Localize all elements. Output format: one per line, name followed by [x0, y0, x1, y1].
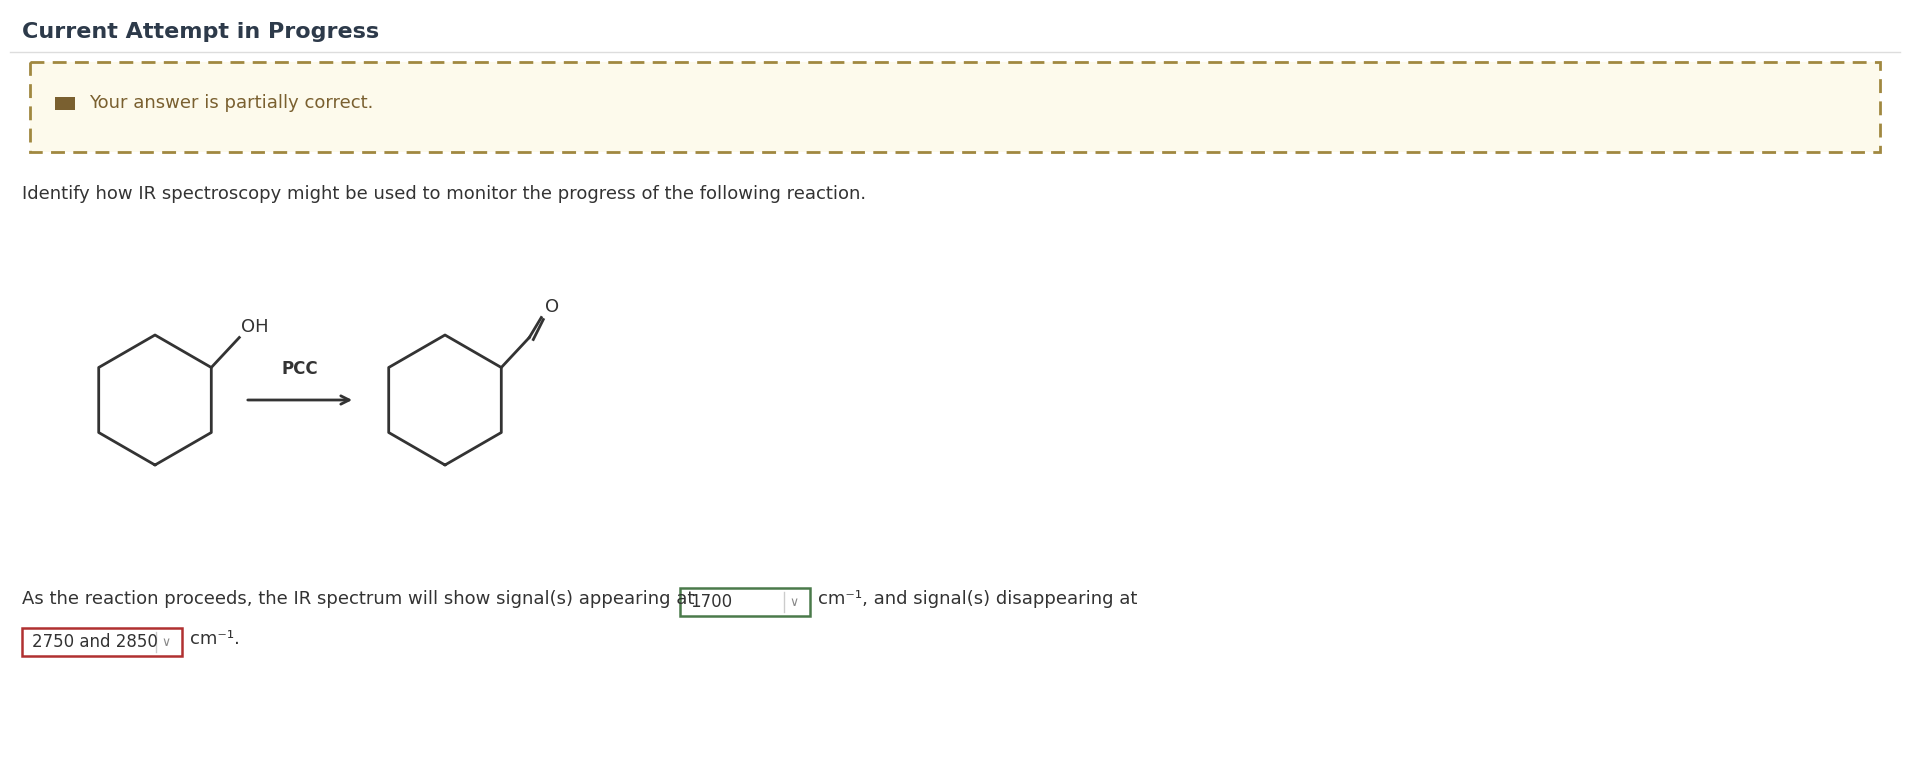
- Text: As the reaction proceeds, the IR spectrum will show signal(s) appearing at: As the reaction proceeds, the IR spectru…: [23, 590, 695, 608]
- Text: ∨: ∨: [162, 635, 170, 648]
- Bar: [31, 62, 1879, 152]
- Text: OH: OH: [241, 317, 269, 336]
- Bar: [23, 628, 181, 656]
- Text: ∨: ∨: [789, 595, 798, 608]
- Text: Identify how IR spectroscopy might be used to monitor the progress of the follow: Identify how IR spectroscopy might be us…: [23, 185, 865, 203]
- Text: 2750 and 2850: 2750 and 2850: [32, 633, 159, 651]
- Text: cm⁻¹, and signal(s) disappearing at: cm⁻¹, and signal(s) disappearing at: [817, 590, 1136, 608]
- Bar: [55, 97, 74, 110]
- Text: Current Attempt in Progress: Current Attempt in Progress: [23, 22, 378, 42]
- Bar: [31, 62, 1879, 152]
- Text: O: O: [544, 297, 560, 316]
- Bar: [680, 588, 810, 616]
- Text: 1700: 1700: [690, 593, 732, 611]
- Text: Your answer is partially correct.: Your answer is partially correct.: [90, 94, 372, 112]
- Text: PCC: PCC: [281, 360, 319, 378]
- Text: cm⁻¹.: cm⁻¹.: [189, 630, 241, 648]
